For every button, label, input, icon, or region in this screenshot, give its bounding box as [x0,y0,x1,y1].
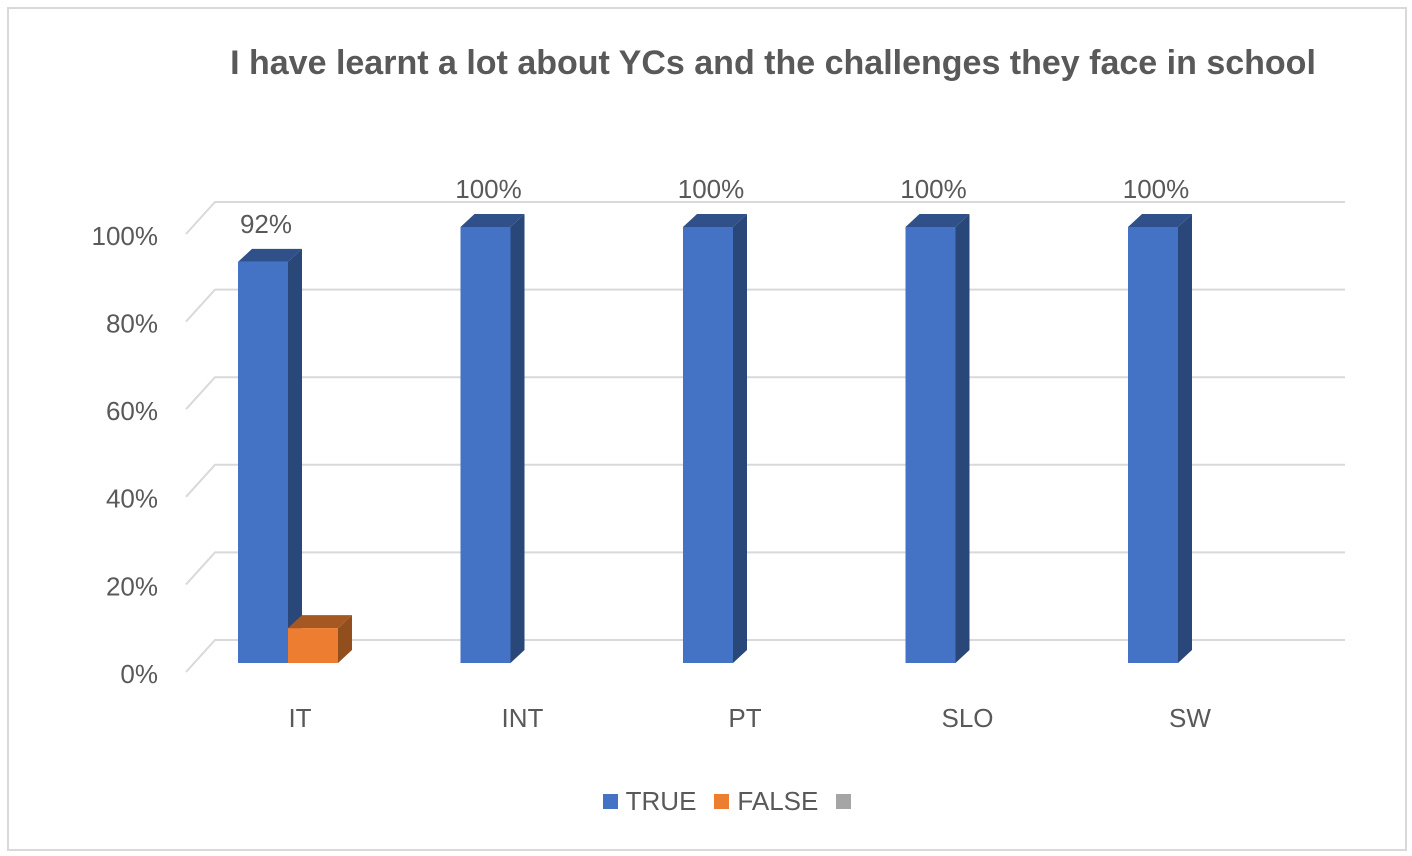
bar [683,214,747,663]
bar-side [288,248,302,663]
legend-swatch [714,794,730,809]
data-label: 100% [1123,174,1190,204]
x-tick-label: PT [728,703,761,733]
bar-top [905,214,970,227]
bar-front [1128,227,1178,663]
data-label: 100% [455,174,522,204]
bar-top [1128,214,1192,227]
bar-side [338,615,352,663]
bar-front [905,227,956,663]
legend-swatch [836,794,852,809]
chart-frame [7,7,1407,851]
bar [288,615,352,663]
y-tick-label: 100% [92,221,159,251]
x-tick-label: SLO [941,703,993,733]
x-tick-label: IT [288,703,311,733]
bar-side [510,214,525,663]
bar-top [238,248,302,262]
bar-front [460,227,511,663]
y-tick-label: 40% [106,484,158,514]
grid-line [185,201,1345,235]
legend-item: FALSE [714,786,818,817]
legend-swatch [602,794,618,809]
bar-side [1178,214,1192,663]
data-label: 92% [240,209,292,239]
bar-side [733,214,747,663]
y-tick-label: 0% [120,659,158,689]
bar [238,248,302,663]
chart-title: I have learnt a lot about YCs and the ch… [230,44,1316,82]
data-label: 100% [678,174,745,204]
bar-front [683,227,733,663]
bar [905,214,970,663]
bar [460,214,525,663]
legend-item: TRUE [602,786,697,817]
legend-label: FALSE [737,786,819,816]
data-label: 100% [900,174,967,204]
y-tick-label: 20% [106,571,158,601]
bar-top [683,214,747,227]
x-tick-label: INT [502,703,544,733]
legend-item [836,794,852,809]
bar-front [238,261,288,663]
y-tick-label: 60% [106,396,158,426]
bar-side [955,214,970,663]
legend-label: TRUE [625,786,697,816]
legend: TRUE FALSE [400,786,1054,817]
y-tick-label: 80% [106,308,158,338]
bar [1128,214,1192,663]
bar-top [460,214,525,227]
x-tick-label: SW [1169,703,1211,733]
bar-top [288,615,352,629]
bar-front [288,628,338,663]
